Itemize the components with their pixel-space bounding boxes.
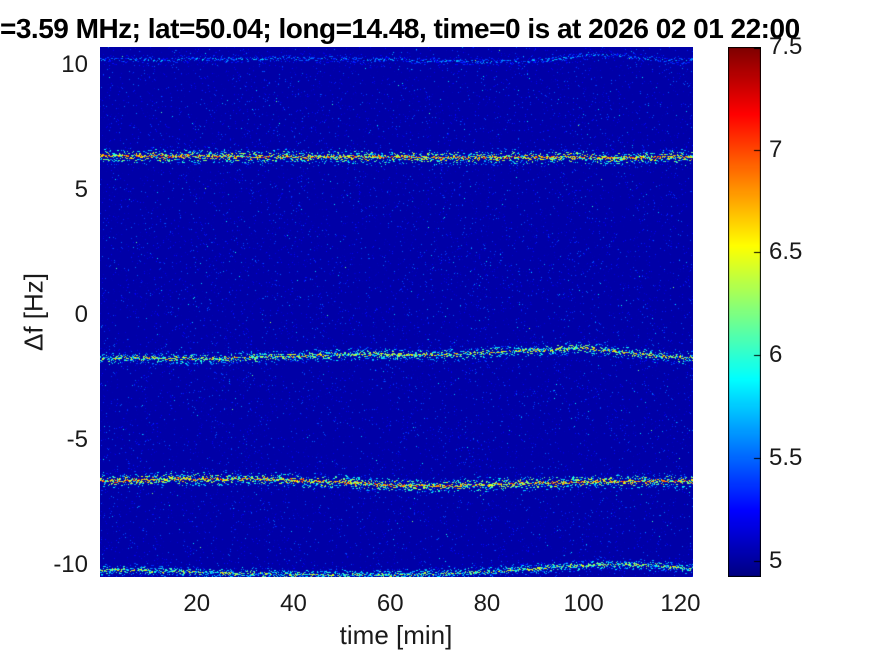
x-tick-label: 120 xyxy=(660,590,701,617)
colorbar-tick-label: 7 xyxy=(769,135,783,163)
x-tick-label: 80 xyxy=(473,590,501,617)
colorbar-tick-label: 5 xyxy=(769,546,783,574)
y-tick-label: 10 xyxy=(61,51,88,78)
x-tick-label: 40 xyxy=(280,590,307,617)
y-tick-label: 5 xyxy=(74,176,88,203)
y-tick-label: 0 xyxy=(74,301,88,328)
y-tick-label: -10 xyxy=(53,551,88,578)
x-tick-label: 100 xyxy=(563,590,604,617)
x-axis-label: time [min] xyxy=(339,620,453,650)
colorbar-tick-label: 7.5 xyxy=(769,33,803,60)
x-tick-label: 60 xyxy=(376,590,404,617)
chart-title: =3.59 MHz; lat=50.04; long=14.48, time=0… xyxy=(0,13,800,44)
y-tick-label: -5 xyxy=(66,426,88,453)
colorbar-tick-label: 6.5 xyxy=(769,238,803,266)
x-tick-label: 20 xyxy=(183,590,211,617)
colorbar-tick-label: 6 xyxy=(769,341,783,369)
colorbar-tick-label: 5.5 xyxy=(769,443,803,471)
spectrogram-canvas xyxy=(100,47,693,577)
colorbar-canvas xyxy=(728,47,761,577)
